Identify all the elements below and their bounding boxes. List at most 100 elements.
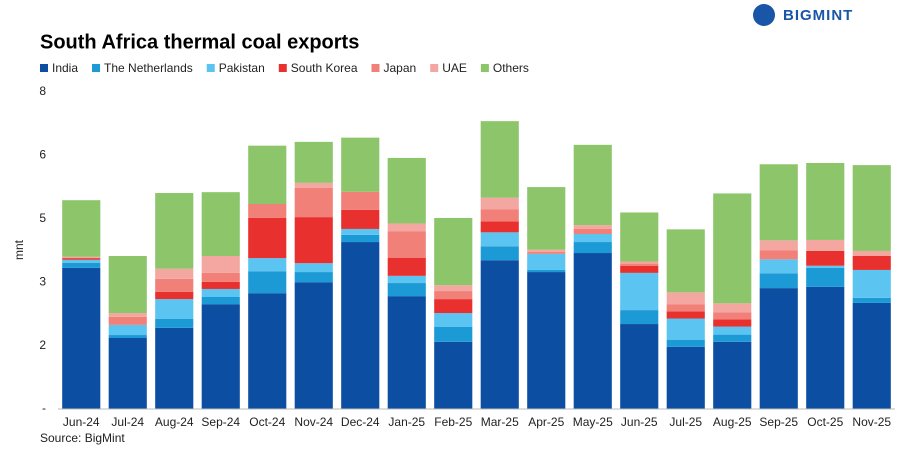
bar-segment — [666, 339, 705, 347]
bar-segment — [852, 302, 891, 409]
bar-segment — [713, 334, 752, 342]
bar-segment — [759, 240, 798, 251]
bar-segment — [108, 335, 147, 338]
bar-segment — [806, 265, 845, 268]
bar-segment — [666, 229, 705, 293]
legend-swatch — [206, 64, 215, 72]
logo-icon — [753, 4, 775, 26]
bar-segment — [201, 288, 240, 297]
bar-segment — [573, 228, 612, 235]
x-tick-label: Jul-24 — [111, 415, 144, 429]
bar-segment — [201, 255, 240, 273]
bar-segment — [573, 234, 612, 243]
x-tick-label: Apr-25 — [528, 415, 564, 429]
bar-segment — [341, 242, 380, 409]
legend-label: Others — [493, 61, 529, 75]
y-tick-label: - — [42, 401, 46, 415]
x-tick-label: Jul-25 — [669, 415, 702, 429]
bar-segment — [759, 250, 798, 260]
bar-segment — [155, 291, 194, 300]
bar-segment — [294, 141, 333, 183]
bar-segment — [201, 296, 240, 305]
bar-segment — [62, 262, 101, 268]
bar-segment — [62, 256, 101, 259]
bar-segment — [573, 225, 612, 229]
bar-segment — [620, 263, 659, 266]
bar-segment — [666, 318, 705, 340]
bar-segment — [387, 157, 426, 224]
bar-segment — [155, 318, 194, 328]
bar-segment — [434, 341, 473, 409]
bar-segment — [201, 272, 240, 282]
bar-segment — [248, 217, 287, 259]
bar-segment — [666, 304, 705, 312]
y-tick-label: 3 — [39, 274, 46, 288]
bar-segment — [527, 187, 566, 250]
bar-segment — [620, 324, 659, 409]
bar-segment — [201, 192, 240, 256]
bar-segment — [248, 293, 287, 409]
bar-segment — [248, 271, 287, 294]
y-axis-label: mnt — [12, 239, 26, 260]
x-tick-label: Oct-25 — [807, 415, 843, 429]
legend-label: Pakistan — [219, 61, 265, 75]
bar-segment — [434, 327, 473, 342]
bar-segment — [620, 272, 659, 311]
x-tick-label: Dec-24 — [341, 415, 380, 429]
bar-segment — [434, 291, 473, 300]
bar-segment — [713, 312, 752, 320]
bar-segment — [480, 121, 519, 198]
bar-segment — [341, 191, 380, 210]
x-tick-label: Nov-24 — [294, 415, 333, 429]
brand: BIGMINT — [783, 7, 853, 24]
bar-segment — [527, 249, 566, 252]
bar-segment — [155, 193, 194, 269]
y-tick-label: 6 — [39, 148, 46, 162]
x-tick-label: Nov-25 — [852, 415, 891, 429]
bar-segment — [201, 281, 240, 289]
bar-segment — [294, 282, 333, 409]
y-tick-label: 8 — [39, 84, 46, 98]
bar-segment — [387, 275, 426, 284]
bar-segment — [108, 316, 147, 325]
x-tick-label: Jun-25 — [621, 415, 658, 429]
bar-segment — [573, 144, 612, 226]
bar-segment — [666, 311, 705, 319]
bar-segment — [62, 200, 101, 257]
legend-label: South Korea — [291, 61, 358, 75]
bar-segment — [62, 258, 101, 260]
bar-segment — [155, 278, 194, 292]
y-tick-label: 2 — [39, 338, 46, 352]
x-tick-label: Feb-25 — [434, 415, 472, 429]
bar-segment — [713, 319, 752, 327]
x-tick-label: Oct-24 — [249, 415, 285, 429]
x-tick-label: Jan-25 — [388, 415, 425, 429]
bar-segment — [713, 341, 752, 409]
bar-segment — [713, 326, 752, 335]
bar-segment — [387, 257, 426, 276]
bar-segment — [155, 299, 194, 319]
bar-segment — [108, 337, 147, 409]
x-tick-label: May-25 — [573, 415, 613, 429]
bar-segment — [294, 263, 333, 273]
bar-segment — [806, 267, 845, 287]
bar-segment — [759, 164, 798, 241]
bar-segment — [434, 313, 473, 328]
bar-segment — [666, 292, 705, 305]
source: Source: BigMint — [40, 431, 125, 445]
x-tick-label: Sep-25 — [759, 415, 798, 429]
bar-segment — [341, 209, 380, 229]
bar-segment — [387, 296, 426, 409]
bar-segment — [713, 193, 752, 304]
bar-segment — [527, 253, 566, 270]
bar-segment — [155, 327, 194, 409]
bar-segment — [666, 346, 705, 409]
bar-segment — [806, 239, 845, 251]
bar-segment — [620, 261, 659, 264]
x-tick-label: Jun-24 — [63, 415, 100, 429]
bar-segment — [759, 288, 798, 409]
legend-swatch — [40, 64, 48, 72]
bar-segment — [527, 251, 566, 254]
legend-swatch — [430, 64, 439, 72]
